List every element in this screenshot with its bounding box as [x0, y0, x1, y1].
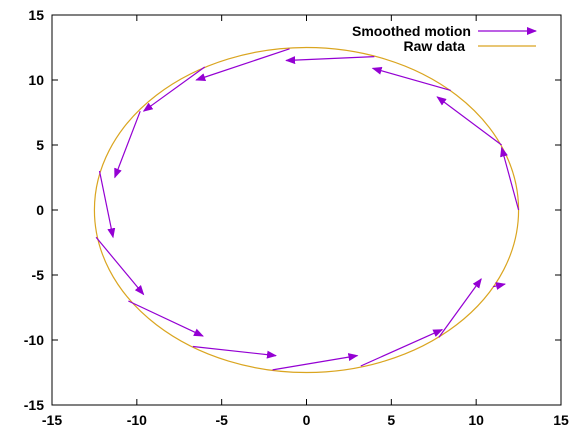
motion-vector-arrow — [436, 96, 502, 146]
x-tick-label: 10 — [468, 412, 484, 428]
motion-vector-arrow — [371, 66, 451, 91]
legend: Smoothed motion Raw data — [352, 23, 537, 54]
plot-frame — [51, 14, 562, 406]
motion-vector-arrow — [285, 56, 375, 65]
x-tick-label: -5 — [215, 412, 228, 428]
raw-data-curve — [93, 46, 520, 374]
y-tick-label: 10 — [28, 72, 44, 88]
motion-vector-arrow — [142, 66, 206, 112]
motion-vector-arrow — [192, 345, 277, 359]
legend-label-smoothed-motion: Smoothed motion — [352, 23, 471, 39]
motion-vector-arrow — [98, 170, 116, 239]
motion-vector-arrow — [128, 300, 204, 337]
motion-vector-arrow — [360, 329, 444, 367]
y-tick-label: -10 — [24, 332, 44, 348]
x-tick-label: 0 — [303, 412, 311, 428]
x-tick-label: 5 — [387, 412, 395, 428]
legend-label-raw-data: Raw data — [404, 38, 466, 54]
y-tick-label: -15 — [24, 397, 44, 413]
motion-vector-arrow — [95, 236, 145, 296]
y-tick-label: 5 — [36, 137, 44, 153]
motion-vector-arrow — [195, 48, 290, 81]
y-tick-label: 15 — [28, 7, 44, 23]
axis-ticks — [51, 14, 562, 406]
x-tick-label: -10 — [127, 412, 147, 428]
y-tick-label: -5 — [32, 267, 45, 283]
motion-vector-arrow — [500, 146, 520, 211]
motion-vector-arrow — [272, 353, 359, 371]
smoothed-motion-vectors — [95, 48, 520, 371]
y-tick-label: 0 — [36, 202, 44, 218]
axis-tick-labels: -15 -10 -5 0 5 10 15 -15 -10 -5 0 5 10 15 — [24, 7, 569, 428]
motion-vector-arrow — [438, 278, 482, 338]
motion-vector-arrow — [114, 110, 141, 179]
x-tick-label: -15 — [42, 412, 62, 428]
motion-vector-arrow — [493, 282, 506, 290]
x-tick-label: 15 — [553, 412, 569, 428]
